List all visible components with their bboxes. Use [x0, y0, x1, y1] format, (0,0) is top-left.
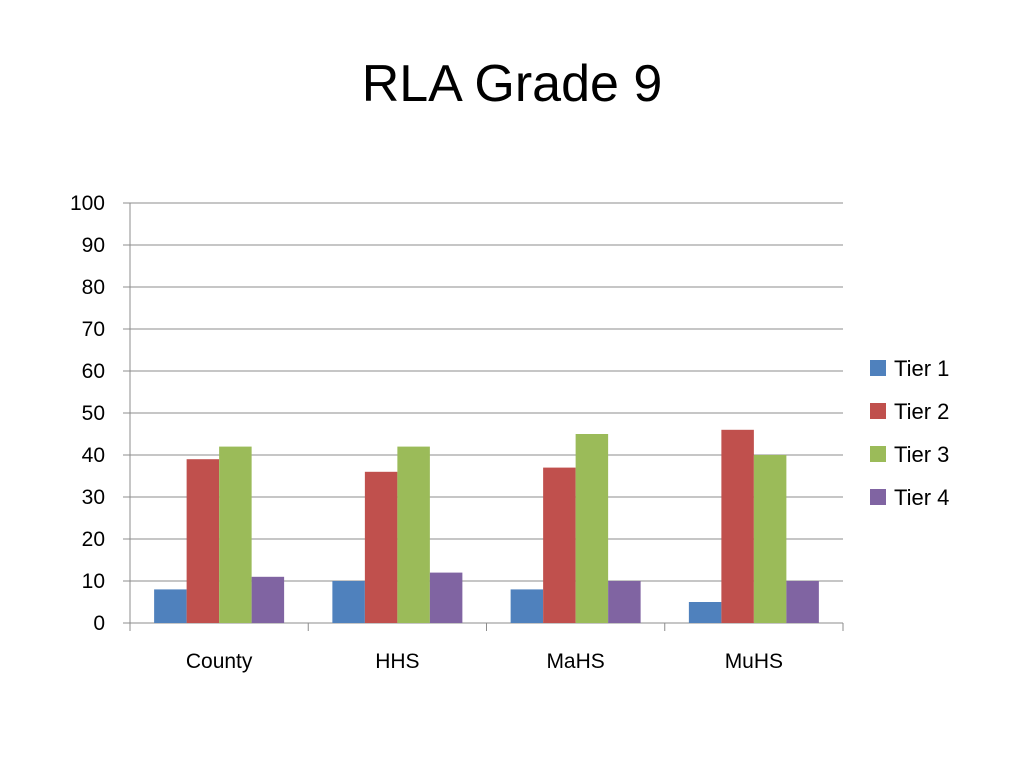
- y-tick-label-0: 0: [93, 612, 105, 635]
- bar-tier-4-hhs: [429, 572, 463, 623]
- bar-tier-4-muhs: [786, 581, 819, 623]
- bar-tier-4-county: [251, 576, 285, 623]
- x-tick-label-county: County: [186, 650, 253, 673]
- bar-tier-1-hhs: [332, 581, 365, 623]
- bar-tier-3-county: [219, 446, 252, 623]
- y-tick-label-100: 100: [70, 192, 105, 215]
- bar-tier-1-mahs: [510, 589, 544, 623]
- bar-tier-2-county: [186, 459, 220, 623]
- legend-label-tier-3: Tier 3: [894, 442, 949, 467]
- legend-label-tier-4: Tier 4: [894, 485, 949, 510]
- bar-tier-3-muhs: [753, 455, 787, 623]
- y-tick-label-80: 80: [82, 276, 105, 299]
- x-tick-label-muhs: MuHS: [725, 650, 783, 673]
- bar-tier-3-hhs: [397, 446, 430, 623]
- bar-tier-2-hhs: [364, 471, 398, 623]
- legend-label-tier-2: Tier 2: [894, 399, 949, 424]
- bar-tier-3-mahs: [575, 434, 609, 623]
- y-tick-label-20: 20: [82, 528, 105, 551]
- y-tick-label-90: 90: [82, 234, 105, 257]
- y-tick-label-30: 30: [82, 486, 105, 509]
- chart-title: RLA Grade 9: [361, 55, 663, 113]
- bar-tier-2-muhs: [721, 429, 754, 623]
- y-tick-label-50: 50: [82, 402, 105, 425]
- y-tick-label-60: 60: [82, 360, 105, 383]
- bar-tier-2-mahs: [543, 467, 576, 623]
- x-tick-label-hhs: HHS: [375, 650, 419, 673]
- y-tick-label-40: 40: [82, 444, 105, 467]
- y-tick-label-10: 10: [82, 570, 105, 593]
- bar-tier-1-county: [154, 589, 187, 623]
- legend-swatch-tier-1: [870, 360, 886, 376]
- bar-tier-4-mahs: [608, 581, 641, 623]
- y-tick-label-70: 70: [82, 318, 105, 341]
- x-tick-label-mahs: MaHS: [546, 650, 604, 673]
- bar-tier-1-muhs: [688, 602, 722, 623]
- legend-swatch-tier-3: [870, 446, 886, 462]
- legend-label-tier-1: Tier 1: [894, 356, 949, 381]
- legend-swatch-tier-4: [870, 489, 886, 505]
- legend-swatch-tier-2: [870, 403, 886, 419]
